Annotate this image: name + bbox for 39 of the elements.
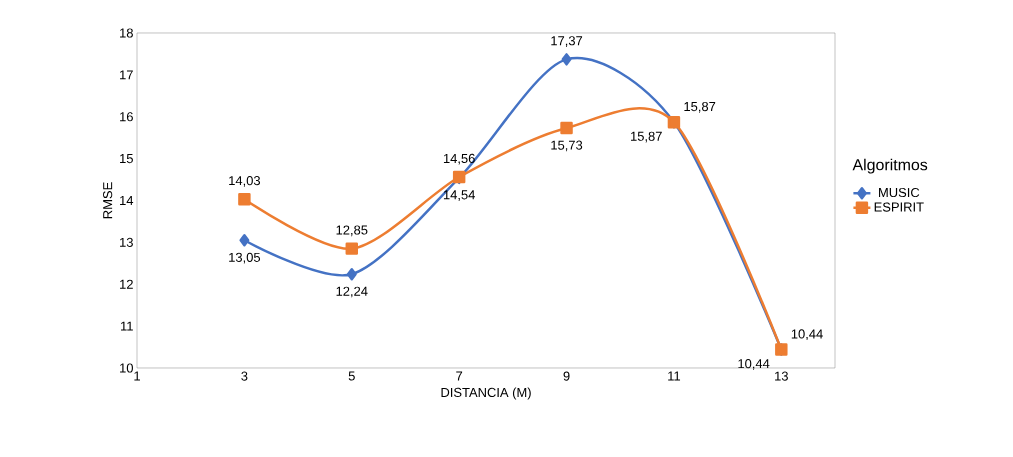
point	[345, 242, 359, 255]
y-axis-title: RMSE	[103, 182, 113, 219]
data-label: 14,56	[443, 153, 475, 165]
y-tick-label: 18	[120, 28, 133, 38]
data-label: 12,24	[336, 286, 368, 298]
data-label: 13,05	[229, 252, 261, 264]
x-tick-label: 5	[348, 371, 355, 381]
point	[560, 121, 573, 135]
data-label: 15,87	[631, 131, 662, 143]
data-label: 14,54	[443, 190, 475, 201]
y-tick-label: 12	[120, 279, 133, 289]
legend-label: ESPIRIT	[874, 202, 924, 212]
point	[561, 53, 572, 66]
x-tick-label: 11	[668, 371, 681, 381]
legend-title: Algoritmos	[852, 158, 928, 174]
y-tick-label: 15	[120, 154, 133, 164]
y-tick-label: 10	[120, 363, 133, 373]
legend-label: MUSIC	[879, 187, 920, 198]
x-tick-label: 1	[134, 371, 140, 381]
data-label: 15,87	[684, 101, 716, 113]
point	[238, 193, 251, 206]
y-tick-label: 14	[120, 196, 134, 205]
x-tick-label: 13	[775, 371, 788, 381]
y-tick-label: 13	[120, 237, 133, 247]
data-label: 14,03	[229, 176, 261, 187]
y-tick-label: 17	[120, 70, 133, 80]
x-axis-title: DISTANCIA (M)	[441, 387, 531, 400]
data-label: 17,37	[551, 36, 583, 47]
x-tick-label: 7	[456, 371, 463, 381]
x-tick-label: 3	[241, 371, 248, 381]
point	[239, 234, 250, 247]
data-label: 12,85	[336, 225, 368, 237]
x-tick-label: 9	[563, 371, 570, 381]
y-tick-label: 16	[120, 112, 133, 122]
data-label: 10,44	[791, 329, 823, 341]
point	[346, 267, 357, 281]
data-label: 10,44	[738, 359, 770, 370]
data-label: 15,73	[551, 140, 583, 152]
y-tick-label: 11	[121, 321, 133, 331]
